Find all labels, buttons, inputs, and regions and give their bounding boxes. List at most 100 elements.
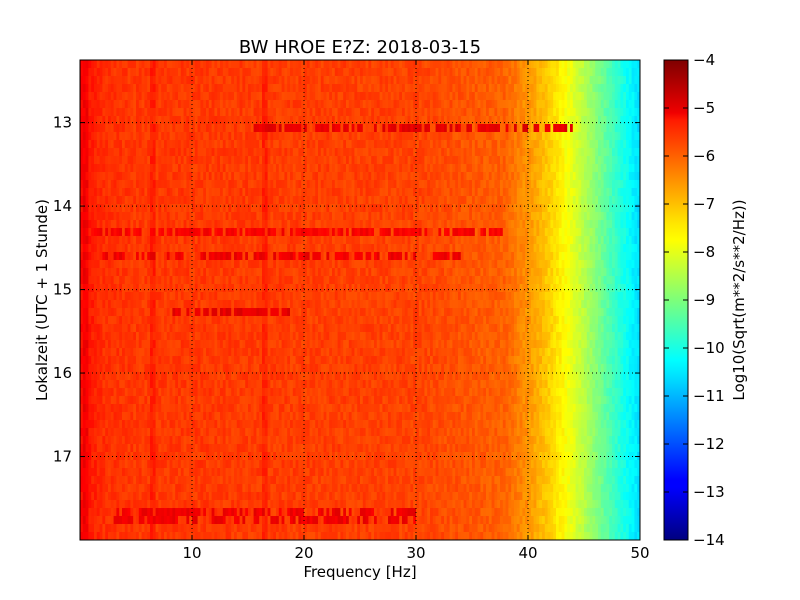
heatmap-cell — [603, 68, 607, 77]
heatmap-cell — [236, 92, 241, 101]
heatmap-cell — [278, 116, 283, 125]
heatmap-cell — [166, 92, 171, 101]
heatmap-cell — [500, 68, 504, 77]
heatmap-cell — [301, 60, 305, 69]
heatmap-cell — [323, 92, 327, 101]
heatmap-cell — [628, 68, 633, 77]
heatmap-cell — [161, 60, 165, 69]
heatmap-cell — [550, 60, 554, 69]
heatmap-cell — [136, 60, 140, 69]
heatmap-cell — [432, 60, 437, 69]
heatmap-cell — [575, 132, 579, 141]
heatmap-cell — [320, 132, 325, 141]
heatmap-cell — [234, 100, 238, 109]
heatmap-cell — [259, 132, 263, 141]
heatmap-cell — [290, 108, 294, 117]
heatmap-cell — [519, 140, 523, 149]
heatmap-cell — [603, 132, 607, 141]
heatmap-cell — [108, 132, 112, 141]
heatmap-cell — [138, 132, 143, 141]
heatmap-cell — [360, 60, 364, 69]
heatmap-cell — [544, 108, 549, 117]
heatmap-cell — [413, 76, 417, 85]
heatmap-cell — [164, 108, 168, 117]
heatmap-cell — [502, 108, 507, 117]
heatmap-cell — [318, 116, 322, 125]
heatmap-cell — [418, 108, 423, 117]
heatmap-cell — [348, 92, 353, 101]
heatmap-cell — [603, 76, 607, 85]
heatmap-cell — [301, 116, 305, 125]
heatmap-cell — [379, 132, 383, 141]
heatmap-cell — [463, 100, 467, 109]
heatmap-cell — [357, 76, 361, 85]
heatmap-cell — [337, 132, 341, 141]
heatmap-cell — [483, 140, 487, 149]
heatmap-cell — [410, 84, 414, 93]
heatmap-cell — [561, 116, 565, 125]
heatmap-cell — [480, 92, 484, 101]
heatmap-cell — [634, 60, 638, 69]
heatmap-cell — [166, 68, 171, 77]
heatmap-cell — [542, 60, 546, 69]
heatmap-cell — [337, 60, 341, 69]
heatmap-cell — [222, 116, 227, 125]
heatmap-cell — [365, 132, 369, 141]
heatmap-cell — [105, 60, 109, 69]
heatmap-cell — [194, 68, 199, 77]
heatmap-cell — [119, 68, 123, 77]
heatmap-cell — [592, 76, 596, 85]
heatmap-cell — [253, 132, 257, 141]
heatmap-cell — [570, 84, 574, 93]
heatmap-cell — [281, 108, 285, 117]
heatmap-cell — [203, 132, 207, 141]
heatmap-cell — [553, 68, 557, 77]
heatmap-cell — [474, 84, 479, 93]
heatmap-cell — [514, 124, 518, 133]
heatmap-cell — [491, 92, 495, 101]
heatmap-cell — [438, 92, 442, 101]
heatmap-cell — [189, 76, 193, 85]
heatmap-cell — [388, 84, 392, 93]
heatmap-cell — [427, 132, 431, 141]
heatmap-cell — [592, 60, 596, 69]
heatmap-cell — [575, 140, 579, 149]
heatmap-cell — [96, 124, 101, 133]
heatmap-cell — [558, 84, 563, 93]
heatmap-cell — [340, 60, 344, 69]
heatmap-cell — [309, 116, 313, 125]
heatmap-cell — [248, 140, 252, 149]
heatmap-cell — [262, 92, 266, 101]
heatmap-cell — [175, 76, 179, 85]
heatmap-cell — [94, 84, 98, 93]
heatmap-cell — [178, 140, 182, 149]
heatmap-cell — [430, 100, 434, 109]
heatmap-cell — [206, 92, 210, 101]
heatmap-cell — [206, 84, 210, 93]
heatmap-cell — [295, 116, 299, 125]
heatmap-cell — [432, 92, 437, 101]
heatmap-cell — [306, 76, 311, 85]
heatmap-cell — [542, 76, 546, 85]
heatmap-cell — [500, 84, 504, 93]
heatmap-cell — [427, 116, 431, 125]
heatmap-cell — [141, 140, 145, 149]
heatmap-cell — [178, 132, 182, 141]
heatmap-cell — [329, 84, 333, 93]
heatmap-cell — [217, 92, 221, 101]
heatmap-cell — [96, 60, 101, 69]
heatmap-cell — [446, 132, 451, 141]
heatmap-cell — [469, 76, 473, 85]
heatmap-cell — [480, 60, 484, 69]
heatmap-cell — [469, 68, 473, 77]
heatmap-cell — [561, 140, 565, 149]
heatmap-cell — [166, 124, 171, 133]
heatmap-cell — [416, 68, 420, 77]
heatmap-cell — [158, 140, 162, 149]
heatmap-cell — [164, 60, 168, 69]
heatmap-cell — [581, 124, 585, 133]
heatmap-cell — [309, 132, 313, 141]
heatmap-cell — [357, 116, 361, 125]
heatmap-cell — [491, 124, 495, 133]
heatmap-cell — [365, 108, 369, 117]
